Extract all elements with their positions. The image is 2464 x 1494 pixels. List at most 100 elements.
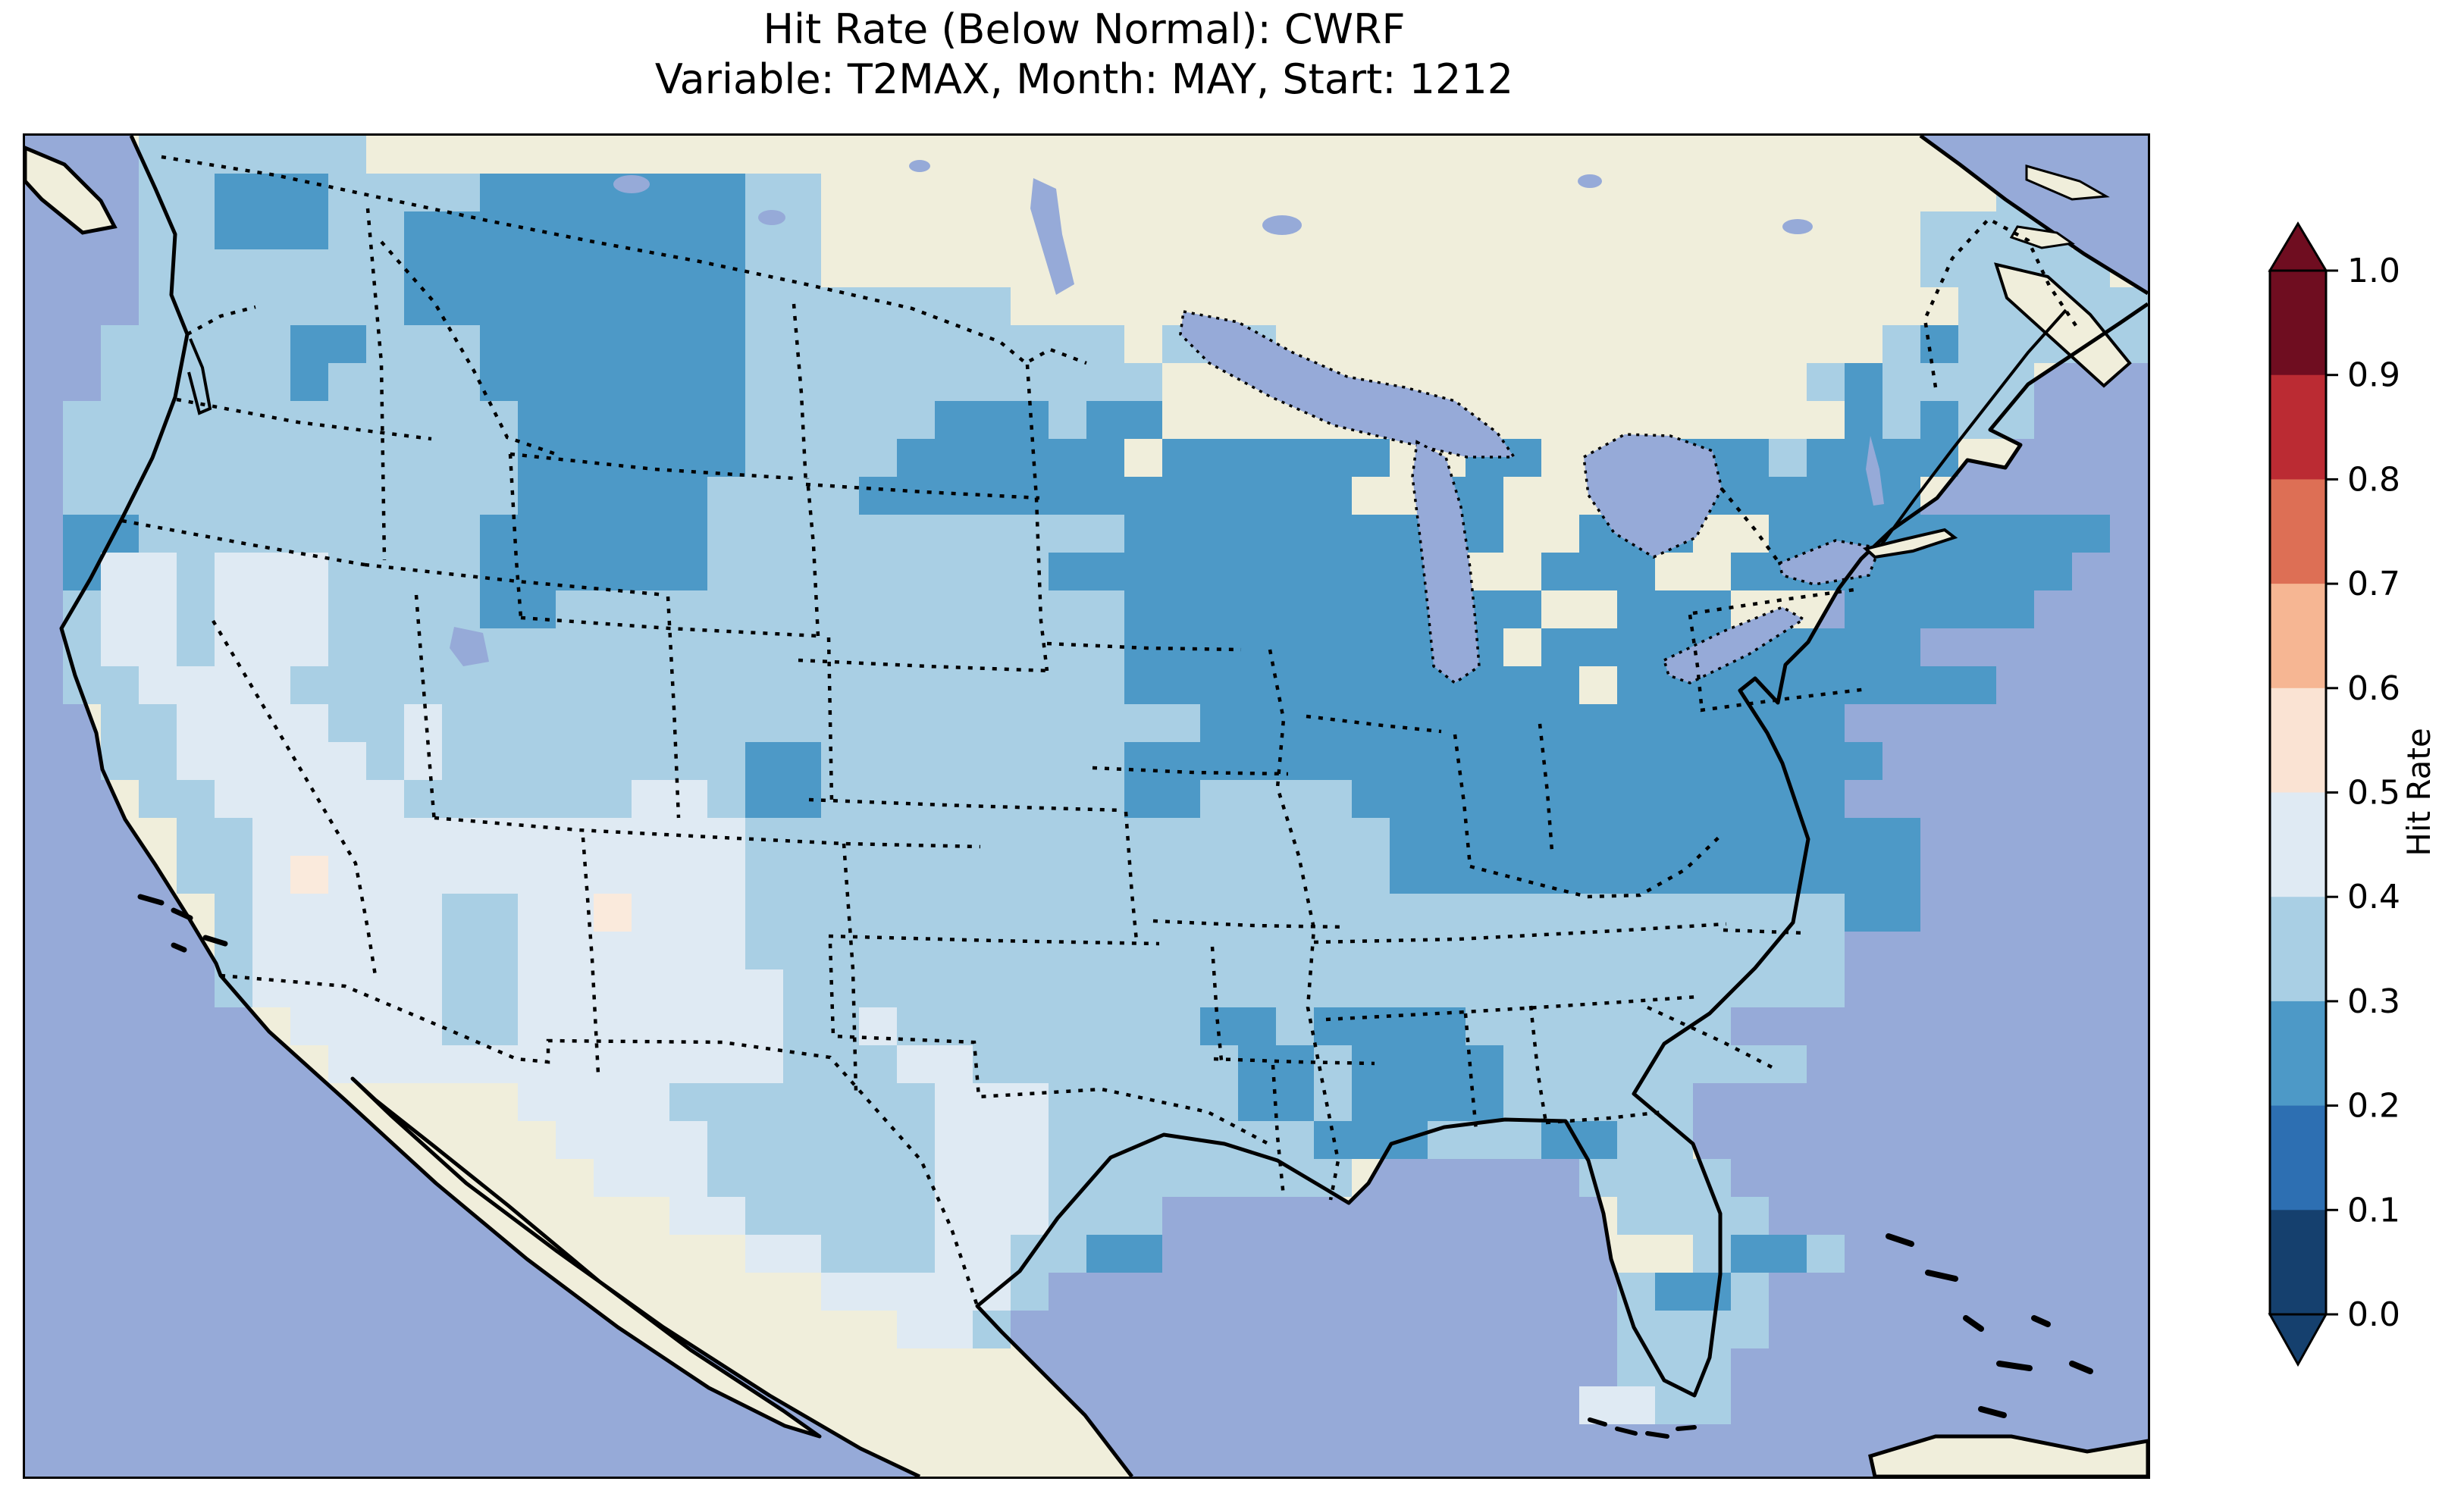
chart-title-line1: Hit Rate (Below Normal): CWRF bbox=[763, 5, 1406, 53]
grid-cell bbox=[442, 894, 480, 932]
grid-cell bbox=[1162, 439, 1200, 477]
grid-cell bbox=[1049, 401, 1086, 439]
grid-cell bbox=[632, 628, 669, 666]
grid-cell bbox=[973, 932, 1011, 969]
grid-cell bbox=[328, 818, 366, 856]
grid-cell bbox=[480, 477, 518, 515]
map-axes bbox=[23, 133, 2150, 1479]
grid-cell bbox=[1238, 818, 1276, 856]
grid-cell bbox=[707, 515, 745, 553]
grid-cell bbox=[442, 439, 480, 477]
grid-cell bbox=[404, 590, 442, 628]
grid-cell bbox=[859, 1121, 897, 1159]
grid-cell bbox=[556, 174, 594, 211]
grid-cell bbox=[1049, 515, 1086, 553]
grid-cell bbox=[556, 477, 594, 515]
grid-cell bbox=[215, 249, 252, 287]
grid-cell bbox=[783, 325, 821, 363]
grid-cell bbox=[1428, 1045, 1466, 1083]
grid-cell bbox=[632, 211, 669, 249]
nova-scotia bbox=[1994, 262, 2132, 388]
grid-cell bbox=[897, 1083, 935, 1121]
grid-cell bbox=[1200, 553, 1238, 590]
grid-cell bbox=[1503, 1083, 1541, 1121]
grid-cell bbox=[1124, 894, 1162, 932]
grid-cell bbox=[215, 553, 252, 590]
colorbar-tick-label: 0.8 bbox=[2347, 460, 2400, 499]
grid-cell bbox=[480, 401, 518, 439]
grid-cell bbox=[480, 325, 518, 363]
grid-cell bbox=[821, 932, 859, 969]
political-borders bbox=[121, 155, 2078, 1307]
grid-cell bbox=[404, 325, 442, 363]
grid-cell bbox=[935, 287, 973, 325]
grid-cell bbox=[1466, 818, 1503, 856]
grid-cell bbox=[632, 818, 669, 856]
grid-cell bbox=[1882, 590, 1920, 628]
grid-cell bbox=[1276, 1007, 1314, 1045]
grid-cell bbox=[556, 666, 594, 704]
grid-cell bbox=[1428, 856, 1466, 894]
grid-cell bbox=[1238, 1083, 1276, 1121]
grid-cell bbox=[442, 704, 480, 742]
grid-cell bbox=[1276, 439, 1314, 477]
grid-cell bbox=[556, 969, 594, 1007]
grid-cell bbox=[859, 666, 897, 704]
grid-cell bbox=[1845, 628, 1882, 666]
grid-cell bbox=[745, 1197, 783, 1235]
grid-cell bbox=[63, 477, 101, 515]
grid-cell bbox=[1541, 742, 1579, 780]
grid-cell bbox=[1996, 401, 2034, 439]
grid-cell bbox=[1845, 401, 1882, 439]
grid-cell bbox=[897, 401, 935, 439]
grid-cell bbox=[935, 401, 973, 439]
grid-cell bbox=[707, 1197, 745, 1235]
grid-cell bbox=[1390, 818, 1428, 856]
grid-cell bbox=[366, 515, 404, 553]
grid-cell bbox=[935, 932, 973, 969]
grid-cell bbox=[328, 969, 366, 1007]
grid-cell bbox=[897, 1121, 935, 1159]
grid-cell bbox=[1541, 894, 1579, 932]
grid-cell bbox=[1769, 969, 1807, 1007]
grid-cell bbox=[859, 515, 897, 553]
grid-cell bbox=[1352, 515, 1390, 553]
grid-cell bbox=[1049, 932, 1086, 969]
lake-huron bbox=[1582, 433, 1723, 559]
grid-cell bbox=[1617, 666, 1655, 704]
grid-cell bbox=[1579, 894, 1617, 932]
grid-cell bbox=[518, 401, 556, 439]
grid-cell bbox=[1693, 1235, 1731, 1273]
grid-cell bbox=[1200, 439, 1238, 477]
grid-cell bbox=[328, 1007, 366, 1045]
grid-cell bbox=[1011, 742, 1049, 780]
grid-cell bbox=[745, 1159, 783, 1197]
grid-cell bbox=[821, 477, 859, 515]
grid-cell bbox=[518, 477, 556, 515]
grid-cell bbox=[177, 174, 215, 211]
grid-cell bbox=[556, 211, 594, 249]
grid-cell bbox=[328, 136, 366, 174]
grid-cell bbox=[859, 742, 897, 780]
grid-cell bbox=[2034, 553, 2072, 590]
grid-cell bbox=[1390, 704, 1428, 742]
grid-cell bbox=[1731, 932, 1769, 969]
grid-cell bbox=[1579, 704, 1617, 742]
grid-cell bbox=[480, 287, 518, 325]
grid-cell bbox=[897, 856, 935, 894]
grid-cell bbox=[1466, 666, 1503, 704]
grid-cell bbox=[1466, 969, 1503, 1007]
grid-cell bbox=[1276, 856, 1314, 894]
grid-cell bbox=[897, 1007, 935, 1045]
grid-cell bbox=[745, 363, 783, 401]
grid-cell bbox=[707, 1007, 745, 1045]
grid-cell bbox=[707, 628, 745, 666]
grid-cell bbox=[442, 477, 480, 515]
grid-cell bbox=[518, 666, 556, 704]
grid-cell bbox=[935, 553, 973, 590]
grid-cell bbox=[1428, 1007, 1466, 1045]
grid-cell bbox=[1579, 932, 1617, 969]
grid-cell bbox=[101, 553, 139, 590]
grid-cell bbox=[1314, 818, 1352, 856]
grid-cell bbox=[404, 666, 442, 704]
